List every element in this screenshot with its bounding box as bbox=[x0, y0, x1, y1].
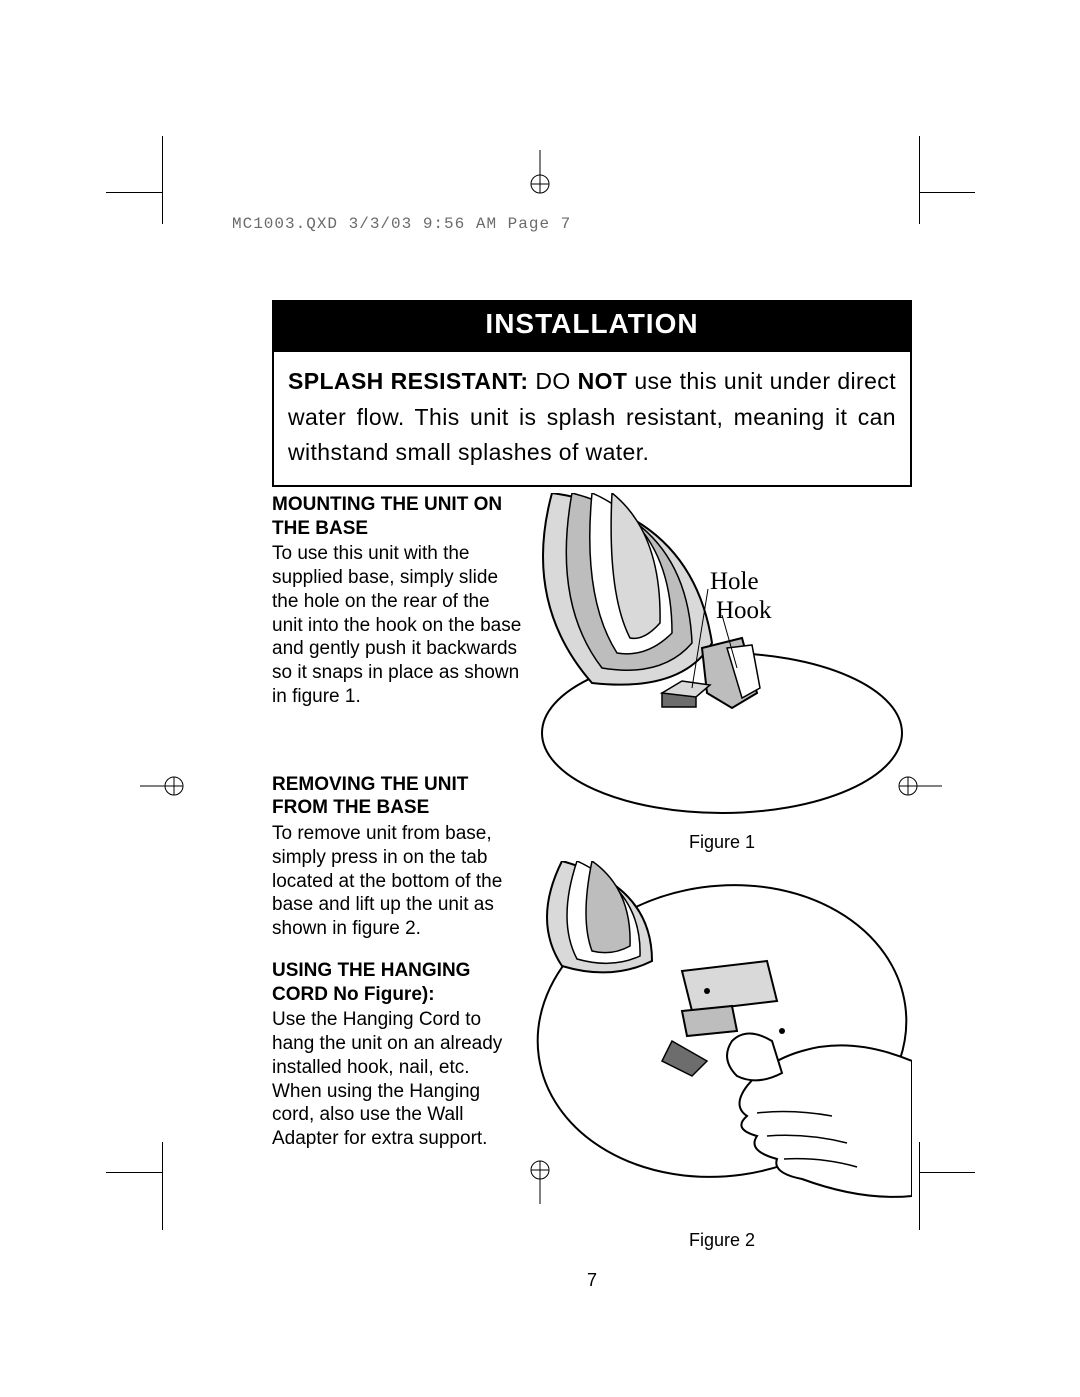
figure-1-label-hook: Hook bbox=[716, 597, 772, 625]
crop-mark bbox=[162, 1142, 163, 1230]
splash-warning-box: SPLASH RESISTANT: DO NOT use this unit u… bbox=[272, 350, 912, 487]
figure-1-illustration bbox=[532, 493, 912, 823]
crop-mark bbox=[919, 192, 975, 193]
mounting-heading: MOUNTING THE UNIT ON THE BASE bbox=[272, 493, 524, 541]
figure-column: Hole Hook Figure 1 bbox=[532, 493, 912, 1251]
file-stamp: MC1003.QXD 3/3/03 9:56 AM Page 7 bbox=[232, 215, 571, 233]
crop-mark bbox=[106, 192, 162, 193]
registration-mark-top bbox=[528, 150, 552, 194]
mounting-paragraph: To use this unit with the supplied base,… bbox=[272, 542, 524, 708]
crop-mark bbox=[106, 1172, 162, 1173]
splash-not: NOT bbox=[578, 368, 628, 394]
figure-1: Hole Hook Figure 1 bbox=[532, 493, 912, 853]
splash-lead: SPLASH RESISTANT: bbox=[288, 368, 528, 394]
removing-heading: REMOVING THE UNIT FROM THE BASE bbox=[272, 773, 524, 821]
hanging-heading: USING THE HANGING CORD No Figure): bbox=[272, 959, 524, 1007]
splash-do: DO bbox=[528, 368, 577, 394]
figure-1-label-hole: Hole bbox=[710, 568, 759, 596]
page-number: 7 bbox=[272, 1270, 912, 1291]
hanging-paragraph: Use the Hanging Cord to hang the unit on… bbox=[272, 1008, 524, 1151]
figure-2-caption: Figure 2 bbox=[532, 1230, 912, 1251]
crop-mark bbox=[919, 1142, 920, 1230]
removing-paragraph: To remove unit from base, simply press i… bbox=[272, 822, 524, 941]
crop-mark bbox=[919, 136, 920, 224]
page-content: INSTALLATION SPLASH RESISTANT: DO NOT us… bbox=[272, 300, 912, 1251]
figure-2: Figure 2 bbox=[532, 861, 912, 1251]
registration-mark-left bbox=[140, 774, 184, 798]
crop-mark bbox=[162, 136, 163, 224]
section-title: INSTALLATION bbox=[272, 300, 912, 350]
crop-mark bbox=[919, 1172, 975, 1173]
figure-2-illustration bbox=[532, 861, 912, 1221]
figure-1-caption: Figure 1 bbox=[532, 832, 912, 853]
instruction-text-column: MOUNTING THE UNIT ON THE BASE To use thi… bbox=[272, 493, 532, 1251]
